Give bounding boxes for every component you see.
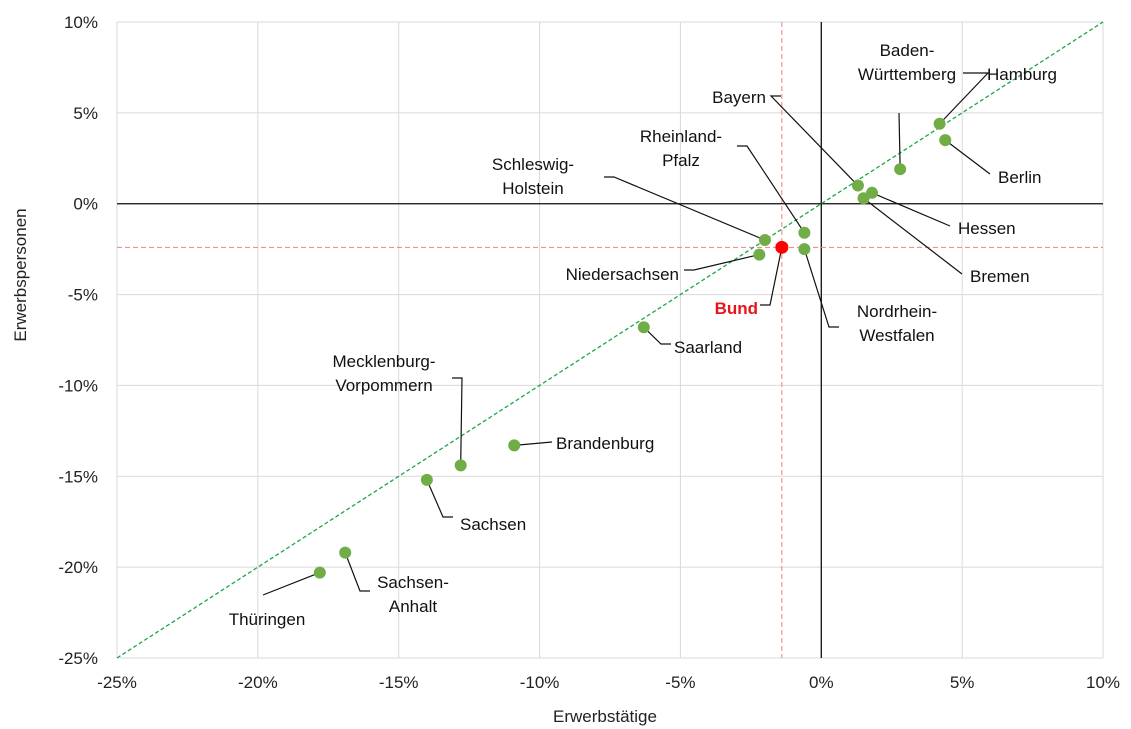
leader-line-niedersachsen: [684, 255, 759, 270]
point-nordrhein-westfalen: [798, 243, 810, 255]
leader-line-mecklenburg-vorpommern: [452, 378, 462, 465]
label-sachsen-anhalt: Sachsen-Anhalt: [377, 573, 449, 616]
label-bremen: Bremen: [970, 267, 1030, 286]
y-tick-label: 5%: [73, 104, 98, 123]
point-sachsen-anhalt: [339, 547, 351, 559]
leader-line-sachsen-anhalt: [345, 553, 370, 591]
leader-line-bayern: [771, 96, 858, 186]
leader-line-hessen: [872, 193, 950, 226]
label-niedersachsen: Niedersachsen: [566, 265, 679, 284]
point-sachsen: [421, 474, 433, 486]
leader-line-baden-wuerttemberg: [899, 113, 900, 169]
point-baden-wuerttemberg: [894, 163, 906, 175]
leader-line-rheinland-pfalz: [737, 146, 804, 233]
y-axis-title: Erwerbspersonen: [11, 208, 30, 341]
point-bremen: [858, 192, 870, 204]
diagonal-reference-line: [117, 22, 1103, 658]
y-tick-label: -10%: [58, 376, 98, 395]
y-tick-label: -20%: [58, 558, 98, 577]
leader-line-berlin: [945, 140, 990, 174]
point-mecklenburg-vorpommern: [455, 459, 467, 471]
point-bayern: [852, 180, 864, 192]
y-tick-label: -5%: [68, 286, 98, 305]
x-tick-label: -5%: [665, 673, 695, 692]
x-tick-label: -15%: [379, 673, 419, 692]
point-brandenburg: [508, 439, 520, 451]
label-brandenburg: Brandenburg: [556, 434, 654, 453]
label-nordrhein-westfalen: Nordrhein-Westfalen: [857, 302, 937, 345]
leader-line-schleswig-holstein: [604, 177, 765, 240]
x-tick-label: 5%: [950, 673, 975, 692]
label-baden-wuerttemberg: Baden-Württemberg: [858, 41, 956, 84]
point-thueringen: [314, 567, 326, 579]
leader-line-sachsen: [427, 480, 453, 517]
label-schleswig-holstein: Schleswig-Holstein: [492, 155, 574, 198]
data-points: [314, 118, 951, 579]
y-tick-label: 10%: [64, 13, 98, 32]
tick-labels: -25% -20% -15% -10% -5% 0% 5% 10% -25% -20% -15% -1…: [58, 13, 1120, 692]
x-tick-label: -25%: [97, 673, 137, 692]
x-tick-label: -20%: [238, 673, 278, 692]
label-hamburg: Hamburg: [987, 65, 1057, 84]
x-tick-label: 10%: [1086, 673, 1120, 692]
point-rheinland-pfalz: [798, 227, 810, 239]
label-bund: Bund: [715, 299, 758, 318]
y-tick-label: -25%: [58, 649, 98, 668]
label-sachsen: Sachsen: [460, 515, 526, 534]
label-hessen: Hessen: [958, 219, 1016, 238]
label-saarland: Saarland: [674, 338, 742, 357]
y-tick-label: -15%: [58, 467, 98, 486]
point-labels: Hamburg Berlin Baden-Württemberg Bayern Hess…: [229, 41, 1057, 629]
point-niedersachsen: [753, 249, 765, 261]
x-tick-label: -10%: [520, 673, 560, 692]
leader-line-thueringen: [263, 573, 320, 595]
point-berlin: [939, 134, 951, 146]
label-thueringen: Thüringen: [229, 610, 306, 629]
x-tick-label: 0%: [809, 673, 834, 692]
point-schleswig-holstein: [759, 234, 771, 246]
reference-lines: [117, 22, 1103, 658]
label-bayern: Bayern: [712, 88, 766, 107]
label-mecklenburg-vorpommern: Mecklenburg-Vorpommern: [333, 352, 436, 395]
label-rheinland-pfalz: Rheinland-Pfalz: [640, 127, 722, 170]
point-saarland: [638, 321, 650, 333]
point-bund: [775, 241, 788, 254]
label-berlin: Berlin: [998, 168, 1041, 187]
point-hamburg: [934, 118, 946, 130]
y-tick-label: 0%: [73, 195, 98, 214]
x-axis-title: Erwerbstätige: [553, 707, 657, 726]
